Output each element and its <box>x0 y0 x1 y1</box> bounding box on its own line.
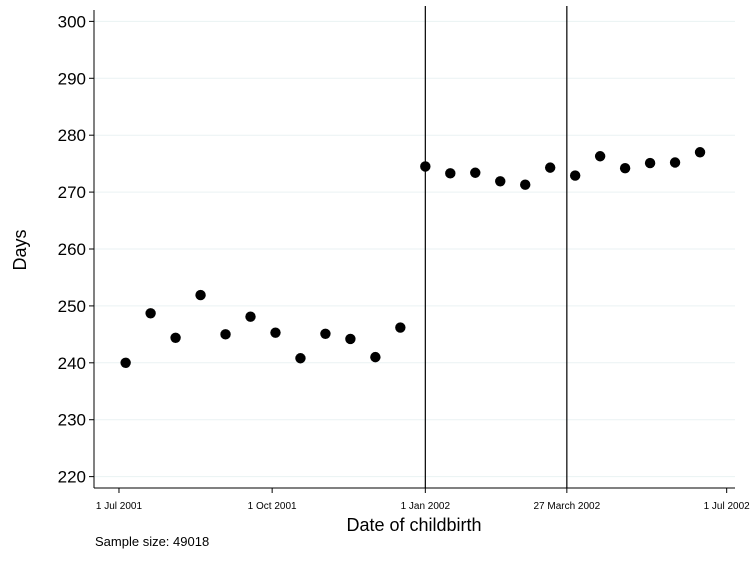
data-point <box>220 329 231 340</box>
data-point <box>569 170 581 181</box>
data-point <box>270 327 281 338</box>
data-point <box>370 351 381 363</box>
data-point <box>320 328 331 339</box>
data-point <box>594 151 606 162</box>
y-axis-label: Days <box>10 229 30 270</box>
sample-size-note: Sample size: 49018 <box>95 534 210 549</box>
y-tick-label: 250 <box>58 297 86 316</box>
data-point <box>395 322 406 333</box>
data-point <box>195 289 206 301</box>
y-tick-label: 270 <box>58 183 86 202</box>
data-point <box>544 162 556 173</box>
x-tick-label: 1 Jan 2002 <box>401 501 451 512</box>
y-tick-label: 240 <box>58 354 86 373</box>
x-tick-label: 1 Jul 2001 <box>96 501 143 512</box>
y-tick-label: 300 <box>58 12 86 31</box>
y-axis-ticks: 220 230 240 250 260 270 280 290 300 <box>58 12 94 487</box>
data-points <box>120 147 706 369</box>
y-tick-label: 290 <box>58 69 86 88</box>
data-point <box>495 176 506 187</box>
x-axis-ticks: 1 Jul 2001 1 Oct 2001 1 Jan 2002 27 March 2… <box>96 488 750 512</box>
data-point <box>644 157 656 169</box>
data-point <box>295 353 306 364</box>
reference-lines <box>424 6 568 488</box>
data-point <box>420 161 431 172</box>
data-point <box>120 357 131 369</box>
data-point <box>145 308 156 319</box>
data-point <box>520 179 531 190</box>
data-point <box>470 167 481 178</box>
data-point <box>245 311 256 322</box>
y-tick-label: 260 <box>58 240 86 259</box>
x-tick-label: 1 Oct 2001 <box>248 501 297 512</box>
data-point <box>345 333 356 345</box>
data-point <box>694 147 706 158</box>
y-tick-label: 230 <box>58 411 86 430</box>
x-axis-label: Date of childbirth <box>346 515 481 535</box>
x-tick-label: 27 March 2002 <box>533 501 600 512</box>
data-point <box>619 162 631 174</box>
y-tick-label: 280 <box>58 126 86 145</box>
grid-lines <box>94 20 735 478</box>
data-point <box>170 332 181 343</box>
data-point <box>445 168 456 179</box>
data-point <box>669 157 681 168</box>
y-tick-label: 220 <box>58 468 86 487</box>
x-tick-label: 1 Jul 2002 <box>704 501 751 512</box>
